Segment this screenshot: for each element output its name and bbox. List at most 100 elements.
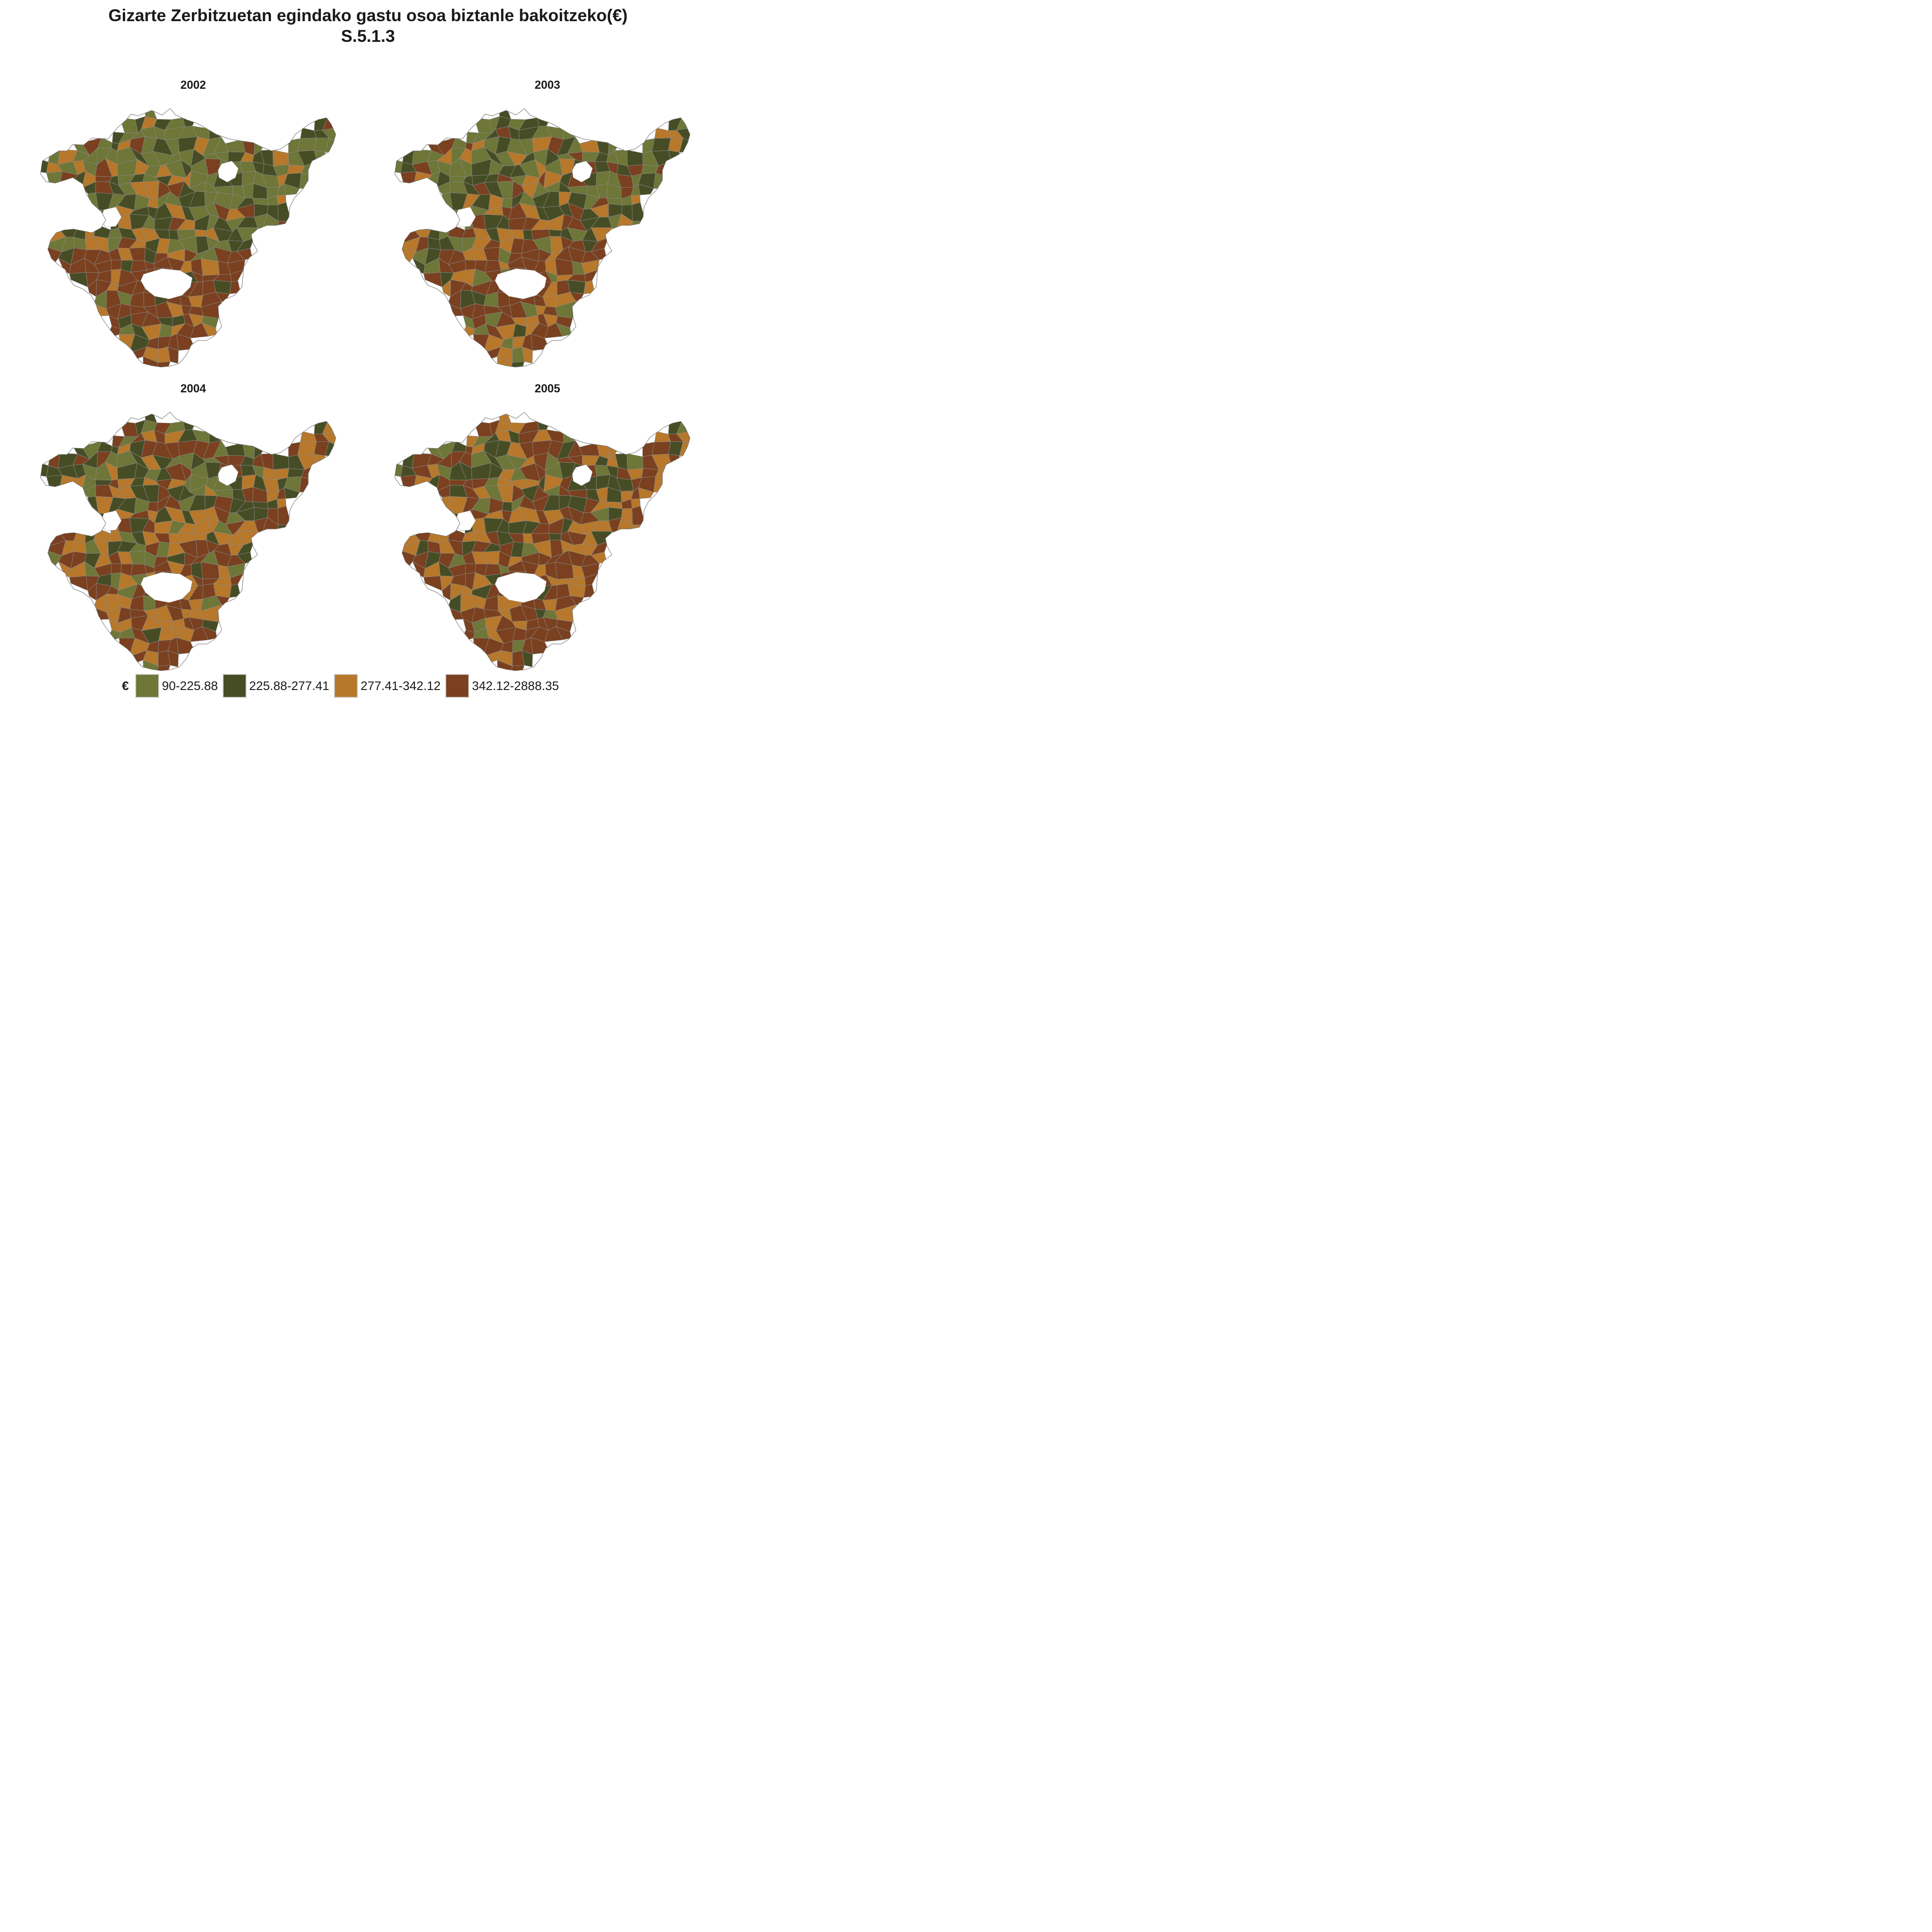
municipality-35 bbox=[225, 139, 246, 153]
legend-label-1: 90-225.88 bbox=[162, 678, 218, 693]
municipality-178 bbox=[73, 224, 86, 240]
municipality-317 bbox=[167, 650, 179, 667]
map-panel-2005: 2005 bbox=[368, 382, 727, 685]
municipalities-2004 bbox=[40, 412, 336, 671]
legend-swatch-2 bbox=[222, 674, 247, 698]
municipality-19 bbox=[300, 431, 317, 443]
blank-area-3 bbox=[218, 161, 239, 183]
municipality-268 bbox=[229, 280, 241, 294]
municipality-242 bbox=[423, 272, 443, 288]
municipality-178 bbox=[73, 528, 86, 544]
municipality-317 bbox=[522, 650, 533, 667]
municipality-19 bbox=[300, 127, 317, 139]
municipality-61 bbox=[627, 150, 644, 167]
blank-area-1 bbox=[494, 268, 547, 299]
municipality-39 bbox=[651, 138, 671, 152]
municipalities-2003 bbox=[395, 109, 690, 367]
municipality-319 bbox=[155, 665, 171, 671]
municipality-239 bbox=[201, 258, 220, 276]
blank-area-4 bbox=[409, 209, 422, 224]
municipality-127 bbox=[638, 487, 654, 499]
legend-swatch-1 bbox=[135, 674, 160, 698]
municipality-231 bbox=[465, 563, 476, 574]
municipality-7 bbox=[183, 419, 197, 431]
blank-area-3 bbox=[572, 464, 593, 486]
blank-area-1 bbox=[140, 572, 193, 603]
legend-label-3: 277.41-342.12 bbox=[360, 678, 441, 693]
blank-area-3 bbox=[218, 464, 239, 486]
municipality-317 bbox=[167, 346, 179, 364]
municipality-61 bbox=[627, 453, 644, 470]
municipality-19 bbox=[654, 431, 671, 443]
panel-title-2003: 2003 bbox=[535, 79, 560, 92]
municipality-61 bbox=[272, 150, 289, 167]
municipality-127 bbox=[284, 184, 300, 196]
municipality-109 bbox=[653, 172, 665, 189]
municipality-231 bbox=[465, 259, 476, 270]
municipality-267 bbox=[567, 280, 586, 294]
legend-label-4: 342.12-2888.35 bbox=[472, 678, 559, 693]
map-panel-2003: 2003 bbox=[368, 78, 727, 382]
map-title: Gizarte Zerbitzuetan egindako gastu osoa… bbox=[108, 6, 628, 25]
municipality-239 bbox=[555, 258, 574, 276]
municipality-268 bbox=[583, 584, 595, 598]
municipality-88 bbox=[400, 475, 417, 489]
municipality-242 bbox=[69, 272, 88, 288]
municipality-267 bbox=[213, 280, 232, 294]
choropleth-map-2005 bbox=[394, 412, 690, 671]
choropleth-map-2002 bbox=[40, 108, 336, 368]
panel-title-2004: 2004 bbox=[180, 382, 206, 395]
municipality-61 bbox=[272, 453, 289, 470]
municipality-319 bbox=[155, 361, 171, 367]
blank-area-4 bbox=[55, 209, 68, 224]
municipality-317 bbox=[522, 346, 533, 364]
municipality-35 bbox=[225, 443, 246, 456]
region-outline bbox=[40, 412, 336, 671]
blank-area-1 bbox=[494, 572, 547, 603]
map-legend: € 90-225.88 225.88-277.41 277.41-342.12 … bbox=[122, 673, 564, 699]
choropleth-map-2003 bbox=[394, 108, 690, 368]
municipality-188 bbox=[548, 533, 562, 540]
municipality-188 bbox=[548, 229, 562, 237]
municipality-109 bbox=[299, 172, 311, 189]
municipality-319 bbox=[509, 361, 525, 367]
region-outline bbox=[394, 412, 690, 671]
municipality-268 bbox=[229, 584, 241, 598]
municipality-39 bbox=[651, 441, 671, 455]
municipality-88 bbox=[400, 171, 417, 185]
municipality-109 bbox=[653, 476, 665, 493]
municipality-231 bbox=[111, 563, 122, 574]
legend-title: € bbox=[122, 678, 129, 693]
blank-area-1 bbox=[140, 268, 193, 299]
municipality-239 bbox=[555, 562, 574, 580]
municipality-39 bbox=[297, 441, 317, 455]
panel-title-2005: 2005 bbox=[535, 382, 560, 395]
municipality-127 bbox=[638, 184, 654, 196]
municipality-88 bbox=[46, 171, 63, 185]
municipalities-2005 bbox=[395, 412, 690, 671]
blank-area-3 bbox=[572, 161, 593, 183]
region-outline bbox=[40, 108, 336, 368]
map-panel-2004: 2004 bbox=[14, 382, 373, 685]
municipality-39 bbox=[297, 138, 317, 152]
municipality-19 bbox=[654, 127, 671, 139]
legend-swatch-3 bbox=[334, 674, 358, 698]
map-panel-2002: 2002 bbox=[14, 78, 373, 382]
municipality-242 bbox=[69, 575, 88, 591]
municipality-127 bbox=[284, 487, 300, 499]
municipality-267 bbox=[567, 583, 586, 598]
region-outline bbox=[394, 108, 690, 368]
municipality-88 bbox=[46, 475, 63, 489]
blank-area-4 bbox=[55, 513, 68, 528]
municipality-242 bbox=[423, 575, 443, 591]
municipality-188 bbox=[194, 533, 207, 540]
municipality-231 bbox=[111, 259, 122, 270]
legend-swatch-4 bbox=[445, 674, 469, 698]
panel-title-2002: 2002 bbox=[180, 79, 206, 92]
map-subtitle: S.5.1.3 bbox=[341, 27, 395, 46]
municipality-239 bbox=[201, 562, 220, 580]
municipality-35 bbox=[579, 443, 600, 456]
municipality-7 bbox=[537, 419, 552, 431]
municipality-178 bbox=[427, 528, 440, 544]
municipality-7 bbox=[537, 115, 552, 127]
